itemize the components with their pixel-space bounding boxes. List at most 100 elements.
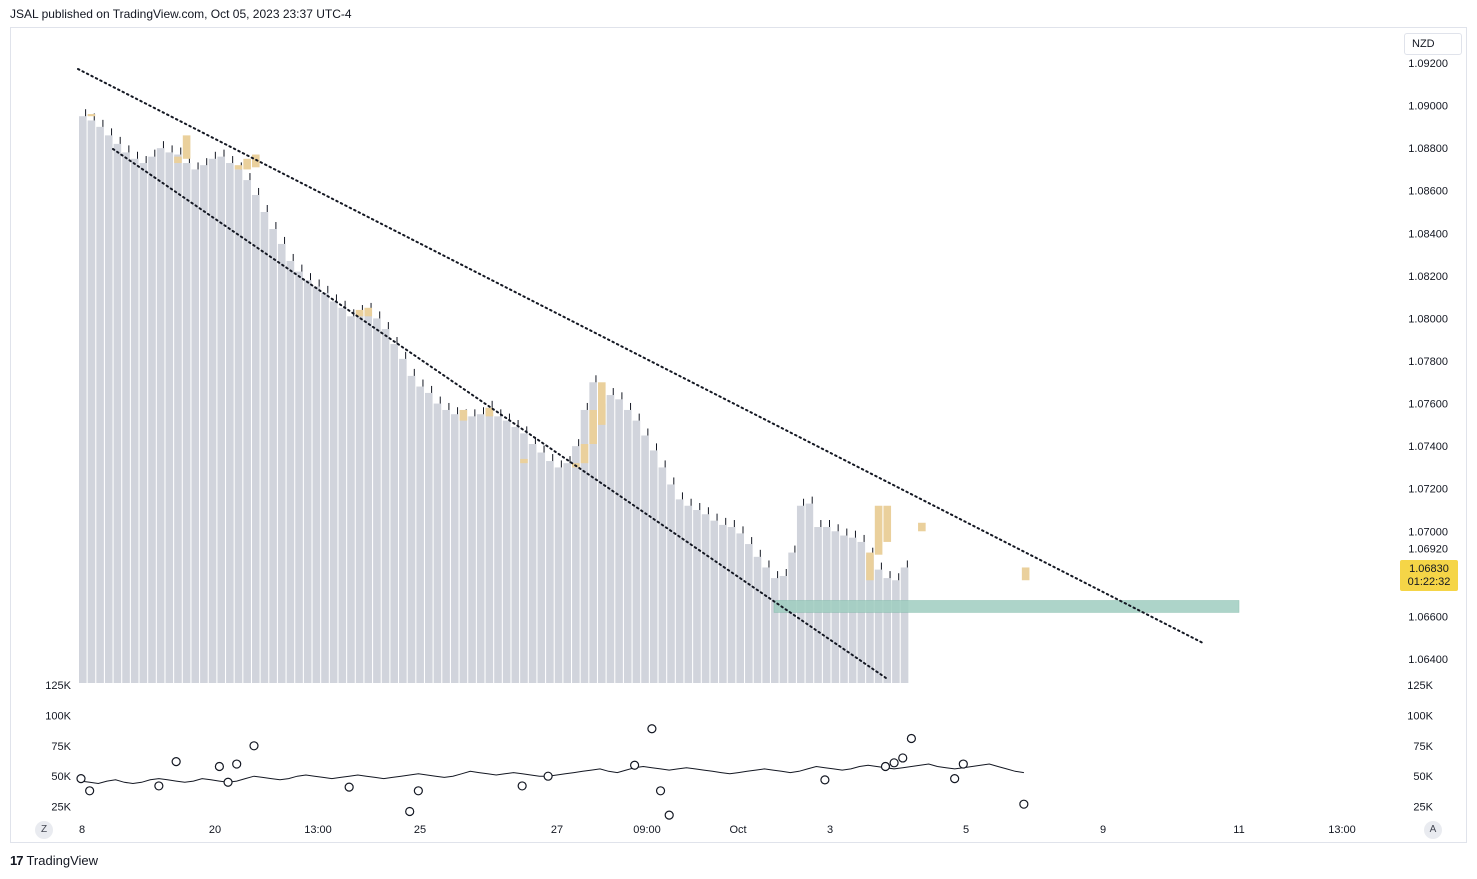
price-tick-label: 1.08400 [1408,228,1448,240]
price-tick-label: 1.08000 [1408,313,1448,325]
price-bar [113,143,122,683]
price-tick-label: 1.06400 [1408,654,1448,666]
upper-trendline [77,68,1204,644]
price-bar [399,358,407,683]
price-bar [615,399,623,683]
currency-badge[interactable]: NZD [1404,33,1462,55]
price-bar [874,569,883,683]
price-bar [156,148,165,684]
price-bar [641,435,649,683]
price-bar [442,409,450,683]
price-bar [684,505,693,683]
volume-point [647,724,657,734]
price-bar [381,329,390,683]
price-bar [779,575,788,683]
price-bar [234,169,243,683]
price-bar [226,163,234,684]
price-bar [252,194,260,683]
price-bar [476,414,485,683]
price-bar [286,260,295,683]
tradingview-logo[interactable]: 17 TradingView [10,853,98,868]
price-bar [139,163,148,684]
price-bar [416,386,424,683]
up-bar-body [1021,567,1030,581]
price-bar [719,524,727,683]
volume-point [655,786,666,796]
tradingview-logo-icon: 17 [10,853,24,868]
time-tick-label: 3 [827,824,833,836]
volume-point [344,782,354,792]
volume-tick-label-right: 75K [1413,741,1433,753]
price-bar [200,165,208,683]
price-bar [277,243,286,683]
price-bar [502,420,511,683]
price-bar [450,414,459,683]
price-bar [79,116,87,683]
zoom-button[interactable]: Z [35,821,53,839]
price-bar [589,382,597,683]
price-tick-label: 1.07800 [1408,356,1448,368]
price-tick-label: 1.07400 [1408,441,1448,453]
time-tick-label: 9 [1100,824,1106,836]
volume-tick-label-left: 25K [51,802,71,814]
volume-point [413,786,423,796]
price-bar [727,527,736,683]
chart-frame [10,27,1467,843]
volume-point [898,753,908,763]
volume-point [154,781,164,791]
volume-tick-label-left: 100K [45,710,71,722]
price-bar [355,312,364,683]
volume-point [214,761,224,772]
volume-point [543,771,553,781]
price-bar [87,120,96,683]
price-bar [701,514,710,683]
price-bar [182,163,191,684]
volume-tick-label-right: 100K [1407,710,1433,722]
volume-point [906,733,917,744]
up-bar-body [243,158,251,170]
up-bar-body [520,458,528,464]
price-bar [900,567,909,683]
price-bar [191,169,200,683]
price-bar [364,309,373,683]
price-bar [762,567,770,683]
price-bar [606,395,615,683]
price-tick-label: 1.09000 [1408,101,1448,113]
price-bar [260,212,269,683]
up-bar-body [883,505,892,542]
time-tick-label: 09:00 [633,824,661,836]
volume-point [889,758,899,768]
price-bar [96,126,104,684]
auto-scale-button[interactable]: A [1424,821,1442,839]
up-bar-body [866,552,874,581]
price-bar [459,416,468,683]
up-bar-body [174,156,182,164]
volume-tick-label-right: 50K [1413,771,1433,783]
price-bar [805,503,814,683]
volume-point [171,757,181,767]
price-bar [745,544,753,683]
up-bar-body [459,409,468,421]
tradingview-brand: TradingView [26,853,99,868]
price-bar [520,433,528,683]
price-bar [563,463,571,683]
volume-point [880,761,891,772]
up-bar-body [874,505,883,555]
price-bar [796,505,805,683]
price-bar [511,426,520,683]
price-bar [468,416,476,683]
price-bar [433,403,442,683]
volume-point [232,759,242,769]
volume-tick-label-left: 75K [51,741,71,753]
price-tick-label: 1.07200 [1408,484,1448,496]
volume-point [85,786,95,796]
price-bar [104,135,113,683]
up-bar-body [589,409,597,445]
time-tick-label: 13:00 [304,824,332,836]
up-bar-body [485,407,494,417]
price-bar [753,556,762,683]
lower-trendline [112,148,887,679]
price-tick-label: 1.07600 [1408,399,1448,411]
time-tick-label: 27 [551,824,563,836]
